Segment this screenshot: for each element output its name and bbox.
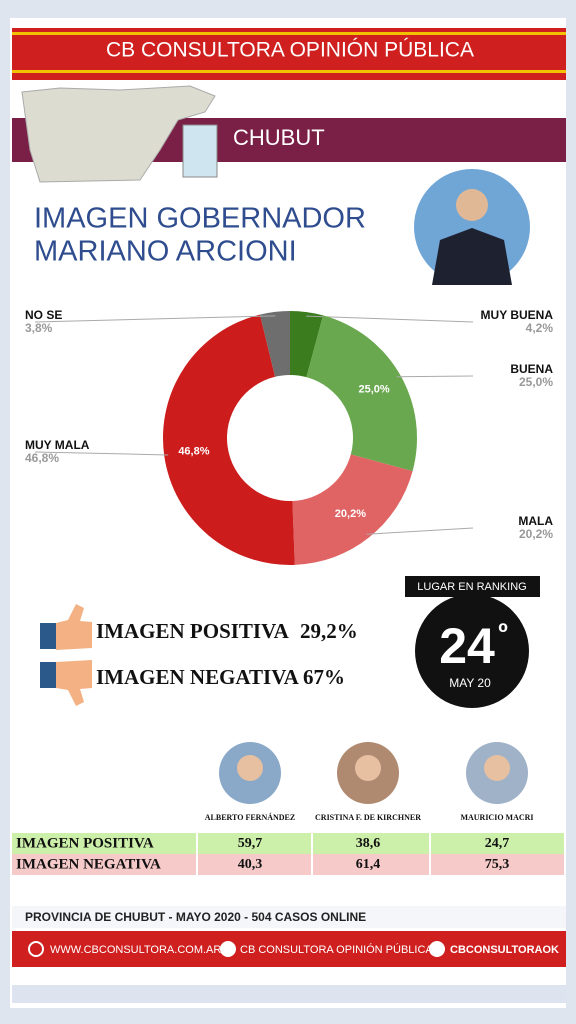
row-label: IMAGEN POSITIVA <box>16 835 154 851</box>
ranking-date: MAY 20 <box>449 676 491 690</box>
candidate-name: ALBERTO FERNÁNDEZ <box>205 812 295 822</box>
footer-bar <box>12 931 566 967</box>
governor-photo-face <box>456 189 488 221</box>
ranking-position: 24 <box>439 618 495 674</box>
slice-label: 20,2% <box>335 508 366 520</box>
legend-value: 3,8% <box>25 321 53 335</box>
ranking-banner <box>405 576 540 597</box>
footer-facebook[interactable]: CB CONSULTORA OPINIÓN PÚBLICA <box>240 943 433 956</box>
donut-slice <box>259 311 290 377</box>
thumb-down <box>40 660 92 706</box>
legend-name: BUENA <box>510 362 553 376</box>
chart-title: MARIANO ARCIONI <box>34 236 297 268</box>
summary-label: IMAGEN NEGATIVA <box>96 665 300 689</box>
table-cell: 40,3 <box>238 857 263 872</box>
legend-value: 25,0% <box>519 375 553 389</box>
ranking-title: LUGAR EN RANKING <box>417 581 526 593</box>
legend-name: MALA <box>518 514 553 528</box>
table-cell: 59,7 <box>238 836 263 851</box>
web-icon <box>28 941 44 957</box>
summary-label: IMAGEN POSITIVA <box>96 619 290 643</box>
ranking-circle <box>415 594 529 708</box>
governor-photo-figure <box>432 228 512 285</box>
legend-name: MUY BUENA <box>481 308 554 322</box>
legend-value: 20,2% <box>519 527 553 541</box>
donut-chart: MUY BUENA4,2%25,0%BUENA25,0%20,2%MALA20,… <box>25 308 553 565</box>
candidate-face <box>355 755 381 781</box>
twitter-icon <box>429 941 445 957</box>
chart-title: IMAGEN GOBERNADOR <box>34 203 366 235</box>
header-stripe <box>12 70 566 73</box>
leader-line <box>396 375 474 378</box>
candidate-name: CRISTINA F. DE KIRCHNER <box>315 813 421 822</box>
footer-note: PROVINCIA DE CHUBUT - MAYO 2020 - 504 CA… <box>25 910 366 924</box>
leader-line <box>34 451 169 456</box>
slice-label: 46,8% <box>178 445 209 457</box>
candidate-face <box>484 755 510 781</box>
note-bar <box>12 906 566 928</box>
donut-slice <box>306 315 417 472</box>
legend-value: 46,8% <box>25 451 59 465</box>
summary-value: 29,2% <box>300 619 358 643</box>
summary-value: 67% <box>303 665 345 689</box>
header-title: CB CONSULTORA OPINIÓN PÚBLICA <box>106 39 474 62</box>
table-cell: 75,3 <box>485 857 510 872</box>
candidate-name: MAURICIO MACRI <box>460 813 533 822</box>
donut-slice <box>290 311 324 378</box>
legend-name: NO SE <box>25 308 62 322</box>
region-name: CHUBUT <box>233 125 325 150</box>
leader-line <box>366 527 474 535</box>
row-label: IMAGEN NEGATIVA <box>16 856 161 872</box>
table-cell: 38,6 <box>356 836 381 851</box>
slice-label: 25,0% <box>359 384 390 396</box>
map <box>21 85 216 183</box>
ranking-ordinal: º <box>498 617 508 647</box>
donut-slice <box>292 454 413 565</box>
table-cell: 24,7 <box>485 836 510 851</box>
thumb-up <box>40 604 92 650</box>
legend-value: 4,2% <box>526 321 554 335</box>
candidate-face <box>237 755 263 781</box>
table-row <box>12 854 564 875</box>
bottom-bar <box>12 985 566 1003</box>
table-cell: 61,4 <box>356 857 381 872</box>
table-row <box>12 833 564 854</box>
facebook-icon <box>220 941 236 957</box>
header-stripe <box>12 32 566 35</box>
footer-twitter[interactable]: CBCONSULTORAOK <box>450 944 559 956</box>
legend-name: MUY MALA <box>25 438 90 452</box>
leader-line <box>306 315 474 323</box>
footer-web[interactable]: WWW.CBCONSULTORA.COM.AR <box>50 944 221 956</box>
comparison-table: ALBERTO FERNÁNDEZ CRISTINA F. DE KIRCHNER… <box>12 742 564 875</box>
donut-slice <box>162 314 295 565</box>
map-inset <box>182 124 218 178</box>
leader-line <box>34 315 276 323</box>
